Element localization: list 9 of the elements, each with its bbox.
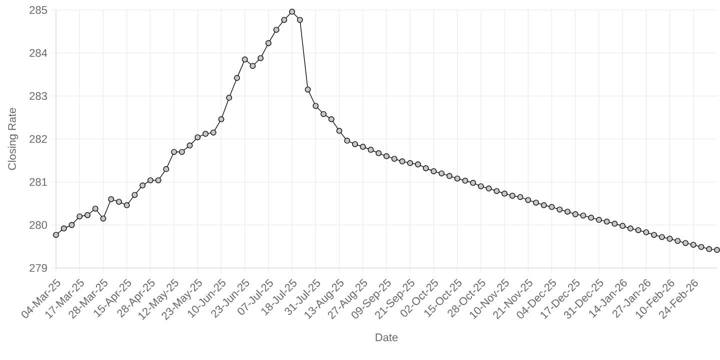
- y-tick-label: 280: [30, 221, 48, 229]
- y-axis-title: Closing Rate: [8, 108, 18, 170]
- y-tick-label: 285: [30, 6, 47, 14]
- y-tick-label: 281: [30, 178, 47, 186]
- y-tick-label: 283: [30, 92, 47, 100]
- y-tick-label: 279: [30, 264, 47, 272]
- y-tick-label: 284: [30, 49, 48, 57]
- x-axis-title: Date: [376, 334, 398, 342]
- y-tick-label: 282: [30, 135, 47, 143]
